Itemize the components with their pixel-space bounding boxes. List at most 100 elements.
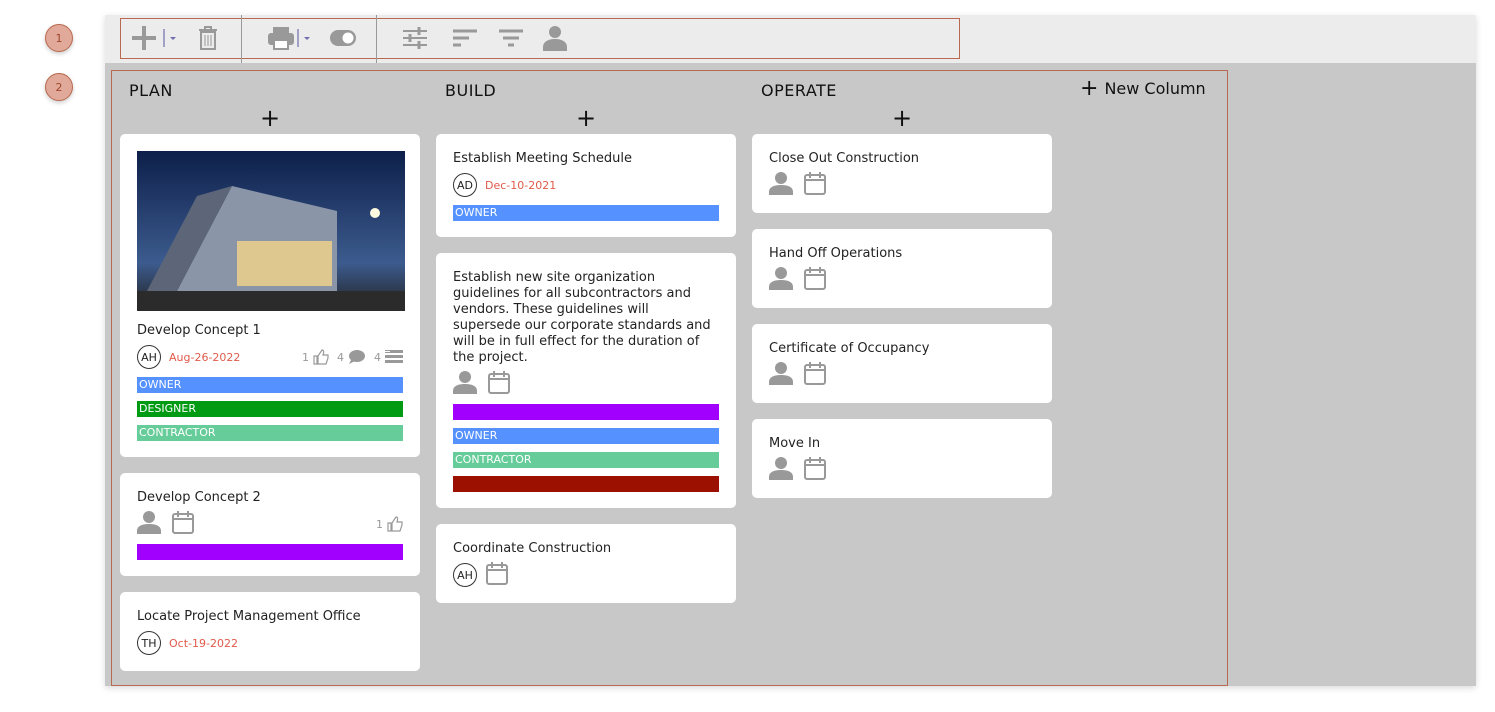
tag: OWNER (453, 205, 719, 221)
tag: OWNER (137, 377, 403, 393)
sort-button[interactable] (451, 25, 479, 51)
column-title: OPERATE (761, 81, 837, 100)
card-title: Coordinate Construction (453, 541, 612, 556)
assign-user-button[interactable] (769, 171, 795, 199)
card-title: Establish new site organization guidelin… (453, 270, 711, 365)
person-icon (769, 172, 793, 195)
card-meta (769, 456, 1035, 484)
calendar-icon (486, 562, 508, 585)
like-count: 1 (376, 517, 383, 531)
print-icon (268, 27, 310, 50)
add-card-button[interactable]: + (575, 104, 597, 132)
calendar-icon (804, 457, 826, 480)
card-meta: AD Dec-10-2021 (453, 173, 719, 197)
tag (453, 476, 719, 492)
tag: CONTRACTOR (453, 452, 719, 468)
card[interactable]: Locate Project Management Office TH Oct-19… (120, 592, 420, 671)
tag: OWNER (453, 428, 719, 444)
new-column-label: New Column (1104, 79, 1206, 98)
card[interactable]: Move In (752, 419, 1052, 498)
card[interactable]: Develop Concept 2 1 (120, 473, 420, 576)
subtasks-icon (385, 350, 403, 363)
print-button[interactable] (267, 25, 315, 51)
card-meta: TH Oct-19-2022 (137, 631, 403, 655)
filter-icon (499, 29, 523, 47)
plus-icon: + (1080, 75, 1099, 101)
toggle-icon (330, 30, 356, 46)
add-button[interactable] (131, 25, 181, 51)
set-date-button[interactable] (803, 266, 827, 294)
set-date-button[interactable] (803, 456, 827, 484)
tag: DESIGNER (137, 401, 403, 417)
card[interactable]: Hand Off Operations (752, 229, 1052, 308)
person-icon (769, 267, 793, 290)
delete-button[interactable] (197, 25, 219, 51)
thumbs-up-icon (387, 516, 403, 532)
card-meta: 1 (137, 510, 403, 538)
filter-button[interactable] (497, 25, 525, 51)
card[interactable]: Develop Concept 1 AH Aug-26-2022 1 4 4 OWNER DE… (120, 134, 420, 457)
card[interactable]: Coordinate Construction AH (436, 524, 736, 603)
card[interactable]: Establish Meeting Schedule AD Dec-10-2021 O… (436, 134, 736, 237)
person-icon (769, 457, 793, 480)
card[interactable]: Certificate of Occupancy (752, 324, 1052, 403)
comment-count: 4 (337, 350, 344, 364)
set-date-button[interactable] (487, 370, 511, 398)
card-title: Move In (769, 436, 821, 451)
set-date-button[interactable] (803, 171, 827, 199)
kanban-app: PLAN + Develop Concept 1 AH Aug-26-2022 1 4 4 O… (105, 15, 1476, 686)
assign-user-button[interactable] (769, 456, 795, 484)
card[interactable]: Establish new site organization guidelin… (436, 253, 736, 508)
toolbar-divider (376, 15, 377, 63)
tag (137, 544, 403, 560)
card-meta (453, 370, 719, 398)
avatar[interactable]: TH (137, 631, 161, 655)
assign-user-button[interactable] (769, 266, 795, 294)
person-icon (453, 371, 477, 394)
user-button[interactable] (541, 25, 569, 51)
toggle-button[interactable] (329, 25, 357, 51)
avatar[interactable]: AD (453, 173, 477, 197)
calendar-icon (172, 511, 194, 534)
card-title: Certificate of Occupancy (769, 341, 930, 356)
card-meta (769, 361, 1035, 389)
toolbar (105, 15, 1476, 63)
assign-user-button[interactable] (769, 361, 795, 389)
person-icon (543, 26, 567, 51)
trash-icon (199, 26, 217, 50)
tag: CONTRACTOR (137, 425, 403, 441)
toolbar-divider (241, 15, 242, 63)
like-count: 1 (302, 350, 309, 364)
due-date[interactable]: Aug-26-2022 (169, 350, 241, 364)
column-title: PLAN (129, 81, 173, 100)
add-card-button[interactable]: + (891, 104, 913, 132)
card-title: Develop Concept 1 (137, 323, 261, 338)
settings-button[interactable] (401, 25, 429, 51)
thumbs-up-icon (313, 349, 329, 365)
add-card-button[interactable]: + (259, 104, 281, 132)
card-title: Close Out Construction (769, 151, 920, 166)
sort-icon (453, 29, 477, 47)
comment-icon (349, 350, 365, 364)
new-column-button[interactable]: + New Column (1080, 75, 1206, 101)
set-date-button[interactable] (485, 561, 509, 589)
due-date[interactable]: Dec-10-2021 (485, 178, 557, 192)
card[interactable]: Close Out Construction (752, 134, 1052, 213)
set-date-button[interactable] (171, 510, 195, 538)
card-title: Develop Concept 2 (137, 490, 261, 505)
calendar-icon (804, 172, 826, 195)
due-date[interactable]: Oct-19-2022 (169, 636, 238, 650)
calendar-icon (804, 362, 826, 385)
subtask-count: 4 (374, 350, 381, 364)
step-marker-2: 2 (45, 73, 73, 101)
card-title: Locate Project Management Office (137, 609, 361, 624)
avatar[interactable]: AH (453, 563, 477, 587)
add-icon (132, 26, 176, 50)
set-date-button[interactable] (803, 361, 827, 389)
card-meta (769, 171, 1035, 199)
assign-user-button[interactable] (453, 370, 479, 398)
assign-user-button[interactable] (137, 510, 163, 538)
kanban-board: PLAN + Develop Concept 1 AH Aug-26-2022 1 4 4 O… (111, 70, 1228, 686)
avatar[interactable]: AH (137, 345, 161, 369)
sliders-icon (403, 27, 427, 49)
